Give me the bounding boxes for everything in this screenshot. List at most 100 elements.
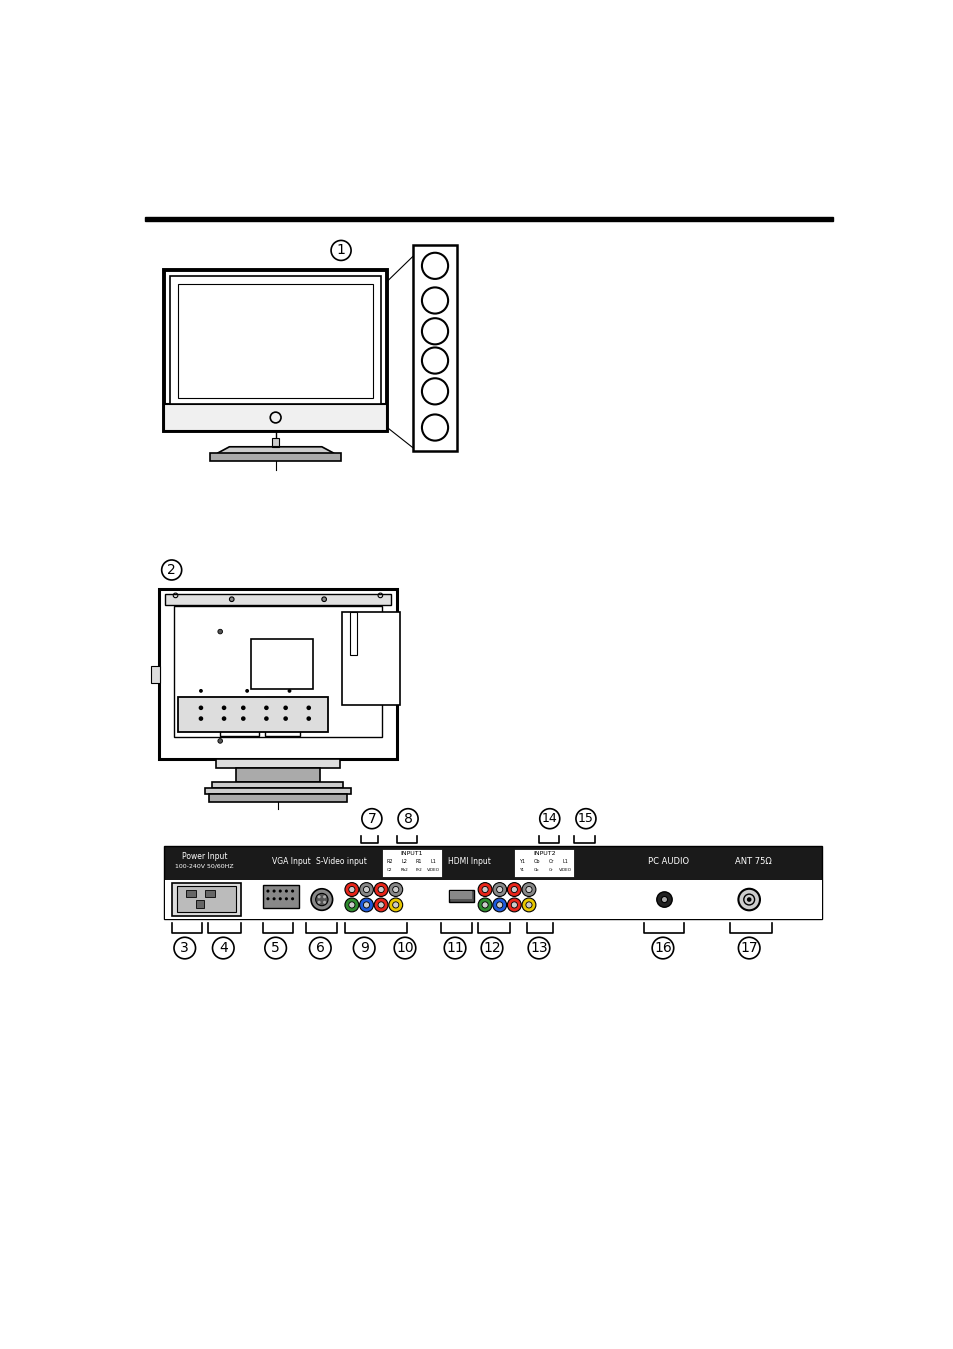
Text: Cr: Cr (548, 858, 554, 863)
Circle shape (377, 886, 384, 893)
Circle shape (521, 882, 536, 897)
Circle shape (291, 889, 294, 893)
Circle shape (359, 882, 373, 897)
Circle shape (317, 901, 320, 904)
Circle shape (323, 901, 326, 904)
Circle shape (217, 739, 222, 743)
Text: VGA Input: VGA Input (272, 857, 310, 866)
Text: 100-240V 50/60HZ: 100-240V 50/60HZ (175, 863, 233, 869)
Text: 14: 14 (541, 812, 558, 826)
Circle shape (660, 897, 667, 902)
Bar (196, 900, 204, 908)
Bar (220, 697, 258, 735)
Bar (172, 882, 241, 916)
Bar (450, 892, 472, 898)
Bar (170, 275, 381, 405)
Text: L2: L2 (401, 858, 407, 863)
Bar (164, 846, 821, 919)
Circle shape (273, 897, 275, 900)
Circle shape (497, 886, 502, 893)
Bar (151, 666, 160, 683)
Text: PC AUDIO: PC AUDIO (647, 857, 688, 866)
Text: 8: 8 (403, 812, 412, 826)
Bar (205, 889, 214, 897)
Text: 9: 9 (359, 942, 368, 955)
Circle shape (273, 889, 275, 893)
Circle shape (278, 889, 281, 893)
Circle shape (323, 896, 326, 898)
Text: 16: 16 (654, 942, 671, 955)
Circle shape (497, 902, 502, 908)
Circle shape (198, 706, 203, 710)
Circle shape (315, 893, 328, 905)
Bar (251, 639, 313, 689)
Text: C2: C2 (386, 869, 392, 873)
Circle shape (738, 889, 760, 911)
Circle shape (349, 902, 355, 908)
Circle shape (389, 898, 402, 912)
Bar (413, 246, 456, 452)
Circle shape (217, 629, 222, 634)
Text: 12: 12 (482, 942, 500, 955)
Circle shape (477, 882, 492, 897)
Circle shape (266, 889, 269, 893)
Circle shape (321, 596, 326, 602)
Circle shape (493, 898, 506, 912)
Circle shape (241, 706, 245, 710)
Circle shape (241, 716, 245, 720)
Text: L1: L1 (562, 858, 568, 863)
Circle shape (507, 882, 520, 897)
Bar (514, 850, 574, 877)
Circle shape (245, 689, 249, 693)
Circle shape (264, 716, 269, 720)
Polygon shape (217, 447, 333, 453)
Bar (235, 768, 320, 781)
Circle shape (393, 886, 398, 893)
Bar (158, 590, 396, 758)
Bar (177, 697, 328, 731)
Circle shape (525, 886, 532, 893)
Circle shape (363, 886, 369, 893)
Circle shape (311, 889, 333, 911)
Circle shape (266, 897, 269, 900)
Circle shape (481, 902, 488, 908)
Circle shape (198, 716, 203, 720)
Text: Cr: Cr (548, 869, 553, 873)
Circle shape (493, 882, 506, 897)
Bar (216, 758, 339, 768)
Circle shape (477, 898, 492, 912)
Circle shape (221, 706, 226, 710)
Circle shape (363, 902, 369, 908)
Text: ANT 75Ω: ANT 75Ω (734, 857, 771, 866)
Circle shape (656, 892, 672, 908)
Text: 15: 15 (578, 812, 594, 826)
Text: 13: 13 (530, 942, 547, 955)
Text: R1: R1 (416, 858, 421, 863)
Bar (265, 697, 299, 735)
Circle shape (389, 882, 402, 897)
Circle shape (374, 898, 388, 912)
Bar (177, 283, 373, 398)
Bar (341, 612, 399, 704)
Bar (349, 612, 356, 654)
Circle shape (291, 897, 294, 900)
Text: 1: 1 (336, 243, 345, 258)
Circle shape (359, 898, 373, 912)
Text: Cb: Cb (534, 869, 538, 873)
Text: 10: 10 (395, 942, 414, 955)
Text: 3: 3 (180, 942, 189, 955)
Bar (210, 453, 341, 460)
Circle shape (317, 896, 320, 898)
Text: 17: 17 (740, 942, 758, 955)
Bar (205, 788, 351, 795)
Circle shape (264, 706, 269, 710)
Circle shape (306, 706, 311, 710)
Text: 6: 6 (315, 942, 324, 955)
Circle shape (283, 706, 288, 710)
Text: S-Video input: S-Video input (315, 857, 366, 866)
Bar (381, 850, 441, 877)
Text: Pr2: Pr2 (416, 869, 422, 873)
Text: Y1: Y1 (519, 869, 524, 873)
Circle shape (287, 689, 291, 693)
Text: VIDEO: VIDEO (427, 869, 439, 873)
